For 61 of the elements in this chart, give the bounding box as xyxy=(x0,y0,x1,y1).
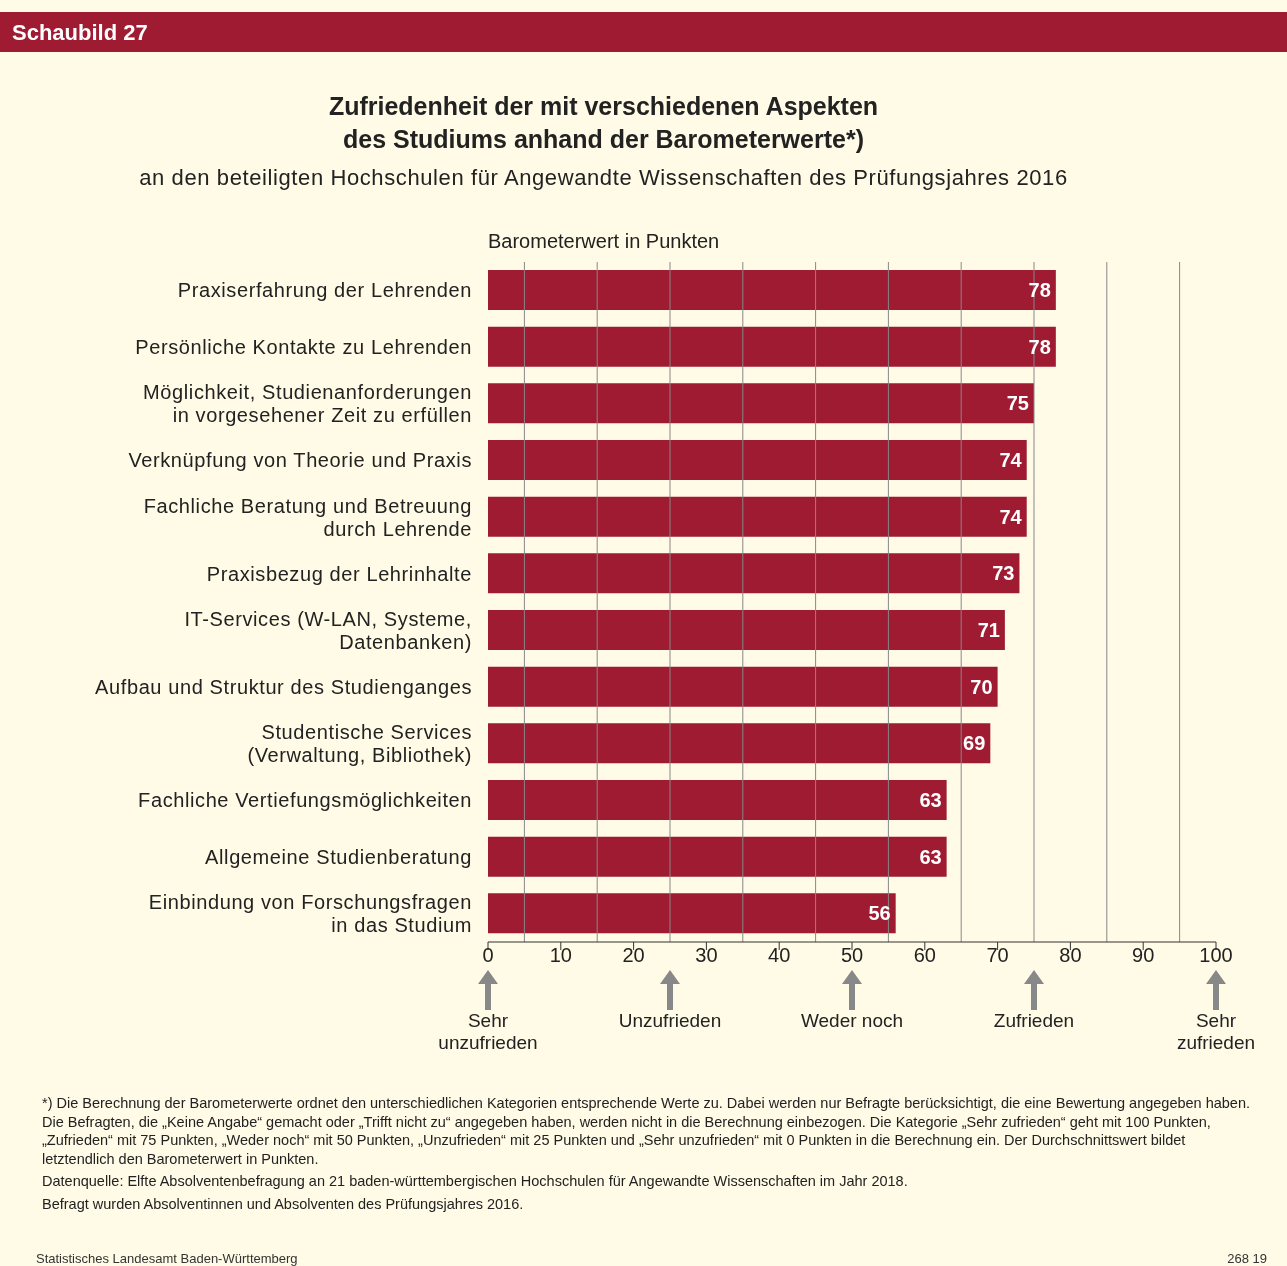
x-tick-label: 10 xyxy=(549,944,572,966)
bar xyxy=(488,553,1020,594)
y-tick-label: Fachliche Vertiefungsmöglichkeiten xyxy=(138,789,472,812)
bar xyxy=(488,893,896,934)
y-tick-label: Praxisbezug der Lehrinhalte xyxy=(206,562,472,585)
bar xyxy=(488,496,1027,537)
data-label: 78 xyxy=(1028,279,1051,302)
bar xyxy=(488,610,1005,650)
data-label: 63 xyxy=(919,845,942,868)
text: Sehr zufrieden xyxy=(1175,1010,1257,1054)
y-tick-label: Studentische Services (Verwaltung, Bibliothek) xyxy=(247,721,472,767)
text: Zufrieden xyxy=(992,1010,1076,1032)
x-tick-label: 90 xyxy=(1132,944,1155,966)
data-label: 71 xyxy=(977,619,1000,642)
bar xyxy=(488,326,1056,367)
x-axis-title: Barometerwert in Punkten xyxy=(488,230,720,253)
y-tick-label: Aufbau und Struktur des Studienganges xyxy=(95,676,472,698)
x-tick-label: 40 xyxy=(768,944,791,966)
text: 268 19 xyxy=(1227,1251,1267,1266)
text: Statistisches Landesamt Baden-Württemberg xyxy=(36,1251,298,1266)
x-tick-label: 50 xyxy=(840,944,864,966)
x-tick-label: 20 xyxy=(622,944,645,966)
bar xyxy=(488,666,998,707)
bar xyxy=(488,440,1027,480)
text: Schaubild 27 xyxy=(0,12,1287,52)
chart-title: Zufriedenheit der mit verschiedenen Aspekten des Studiums anhand der Barometerwerte*) xyxy=(327,91,880,155)
y-tick-label: Möglichkeit, Studienanforderungen in vorgesehener Zeit zu erfüllen xyxy=(143,381,472,427)
bar xyxy=(488,270,1056,310)
data-label: 63 xyxy=(919,789,942,812)
bar xyxy=(488,836,947,877)
data-label: 73 xyxy=(992,562,1015,585)
x-tick-label: 60 xyxy=(913,944,936,966)
x-tick-label: 30 xyxy=(695,944,718,966)
text: Unzufrieden xyxy=(617,1010,723,1032)
data-label: 74 xyxy=(999,505,1023,528)
y-tick-label: Verknüpfung von Theorie und Praxis xyxy=(128,449,472,472)
y-tick-label: Allgemeine Studienberatung xyxy=(205,846,472,868)
y-tick-label: Einbindung von Forschungsfragen in das Studium xyxy=(148,891,472,937)
y-tick-label: IT-Services (W-LAN, Systeme, Datenbanken) xyxy=(184,607,472,653)
data-label: 70 xyxy=(970,675,993,698)
data-label: 56 xyxy=(868,902,891,925)
x-tick-label: 0 xyxy=(482,944,494,966)
text: *) Die Berechnung der Barometerwerte ordnet den unterschiedlichen Kategorien entsprechende Werte zu. Dabei werden nur Befragte berücksichtigt, die eine Bewertung angegeben haben. Die Befragten, die „Keine Angabe“ gemacht oder „Trifft nicht zu“ angegeben haben, werden nicht in die Berechnung einbezogen. Die Kategorie „Sehr zufrieden“ geht mit 100 Punkten, „Zufrieden“ mit 75 Punkten, „Weder noch“ mit 50 Punkten, „Unzufrieden“ mit 25 Punkten und „Sehr unzufrieden“ mit 0 Punkten in die Berechnung ein. Der Durchschnittswert bildet letztendlich den Barometerwert in Punkten. xyxy=(42,1094,1252,1168)
x-tick-label: 80 xyxy=(1059,944,1082,966)
data-label: 69 xyxy=(963,732,986,755)
y-tick-label: Praxiserfahrung der Lehrenden xyxy=(177,279,472,302)
text: Befragt wurden Absolventinnen und Absolventen des Prüfungsjahres 2016. xyxy=(42,1194,525,1213)
x-tick-label: 100 xyxy=(1199,944,1233,966)
chart-subtitle: an den beteiligten Hochschulen für Angewandte Wissenschaften des Prüfungsjahres 2016 xyxy=(138,165,1069,191)
y-tick-label: Persönliche Kontakte zu Lehrenden xyxy=(135,336,472,358)
bar xyxy=(488,383,1034,424)
x-tick-label: 70 xyxy=(986,944,1009,966)
text: Weder noch xyxy=(799,1010,905,1032)
data-label: 75 xyxy=(1006,392,1029,415)
data-label: 78 xyxy=(1028,335,1051,358)
y-tick-label: Fachliche Beratung und Betreuung durch Lehrende xyxy=(143,494,472,540)
text: Datenquelle: Elfte Absolventenbefragung an 21 baden-württembergischen Hochschulen für Angewandte Wissenschaften im Jahr 2018. xyxy=(42,1172,909,1191)
data-label: 74 xyxy=(999,449,1023,472)
bar xyxy=(488,780,947,820)
text: Sehr unzufrieden xyxy=(437,1010,539,1054)
bar xyxy=(488,723,991,764)
